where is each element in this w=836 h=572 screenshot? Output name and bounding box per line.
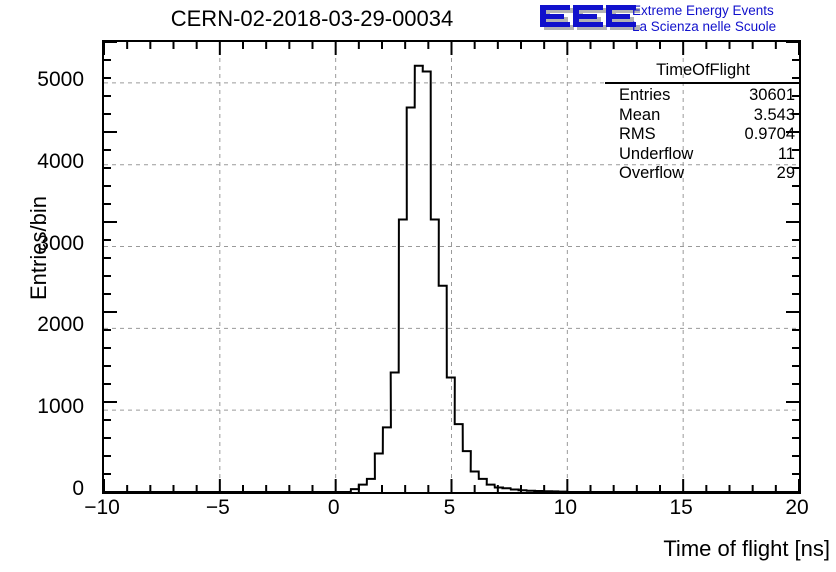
stats-value: 29 (776, 164, 795, 182)
eee-logo-line1: Extreme Energy Events (632, 3, 774, 18)
x-tick-label: 10 (553, 496, 577, 519)
y-tick-label: 4000 (37, 149, 84, 173)
x-axis-title: Time of flight [ns] (663, 536, 830, 561)
y-tick-label: 1000 (37, 395, 84, 419)
axis-ticks (104, 42, 799, 492)
stats-divider (605, 82, 801, 84)
stats-row: Entries 30601 (605, 86, 801, 106)
stats-value: 0.9704 (744, 125, 795, 143)
stats-rows: Entries 30601 Mean 3.543 RMS 0.9704 Underflow 1… (605, 86, 801, 184)
page-title: CERN-02-2018-03-29-00034 (170, 6, 454, 31)
eee-logo-text: Extreme Energy Events La Scienza nelle S… (632, 3, 836, 34)
x-tick-label: 0 (327, 496, 340, 519)
eee-letters-icon (540, 5, 640, 30)
y-tick-label: 2000 (37, 313, 84, 337)
x-tick-label: 15 (669, 496, 693, 519)
y-tick-label: 0 (72, 477, 84, 500)
stats-key: Underflow (619, 144, 694, 163)
stats-box: TimeOfFlight Entries 30601 Mean 3.543 RMS 0.9… (605, 60, 801, 184)
stats-row: Overflow 29 (605, 164, 801, 184)
x-tick-label: −5 (205, 496, 230, 519)
y-axis-title: Entries/bin (26, 196, 51, 300)
stats-row: Mean 3.543 (605, 106, 801, 126)
histogram-curve (104, 64, 799, 492)
eee-logo-line2: La Scienza nelle Scuole (632, 18, 777, 34)
stats-key: RMS (619, 125, 656, 143)
stats-value: 11 (777, 144, 795, 163)
stats-key: Mean (619, 105, 661, 124)
stats-row: RMS 0.9704 (605, 125, 801, 145)
y-tick-label: 5000 (37, 67, 84, 91)
stats-key: Entries (619, 86, 671, 104)
stats-row: Underflow 11 (605, 145, 801, 165)
stats-key: Overflow (619, 164, 685, 182)
x-tick-label: 20 (785, 496, 809, 519)
stats-value: 3.543 (753, 105, 795, 124)
x-tick-label: −10 (84, 496, 120, 519)
x-tick-label: 5 (443, 496, 456, 519)
eee-logo: Extreme Energy Events La Scienza nelle S… (538, 2, 836, 38)
y-tick-label: 3000 (37, 231, 84, 255)
stats-value: 30601 (749, 86, 795, 104)
stats-title: TimeOfFlight (656, 61, 750, 79)
